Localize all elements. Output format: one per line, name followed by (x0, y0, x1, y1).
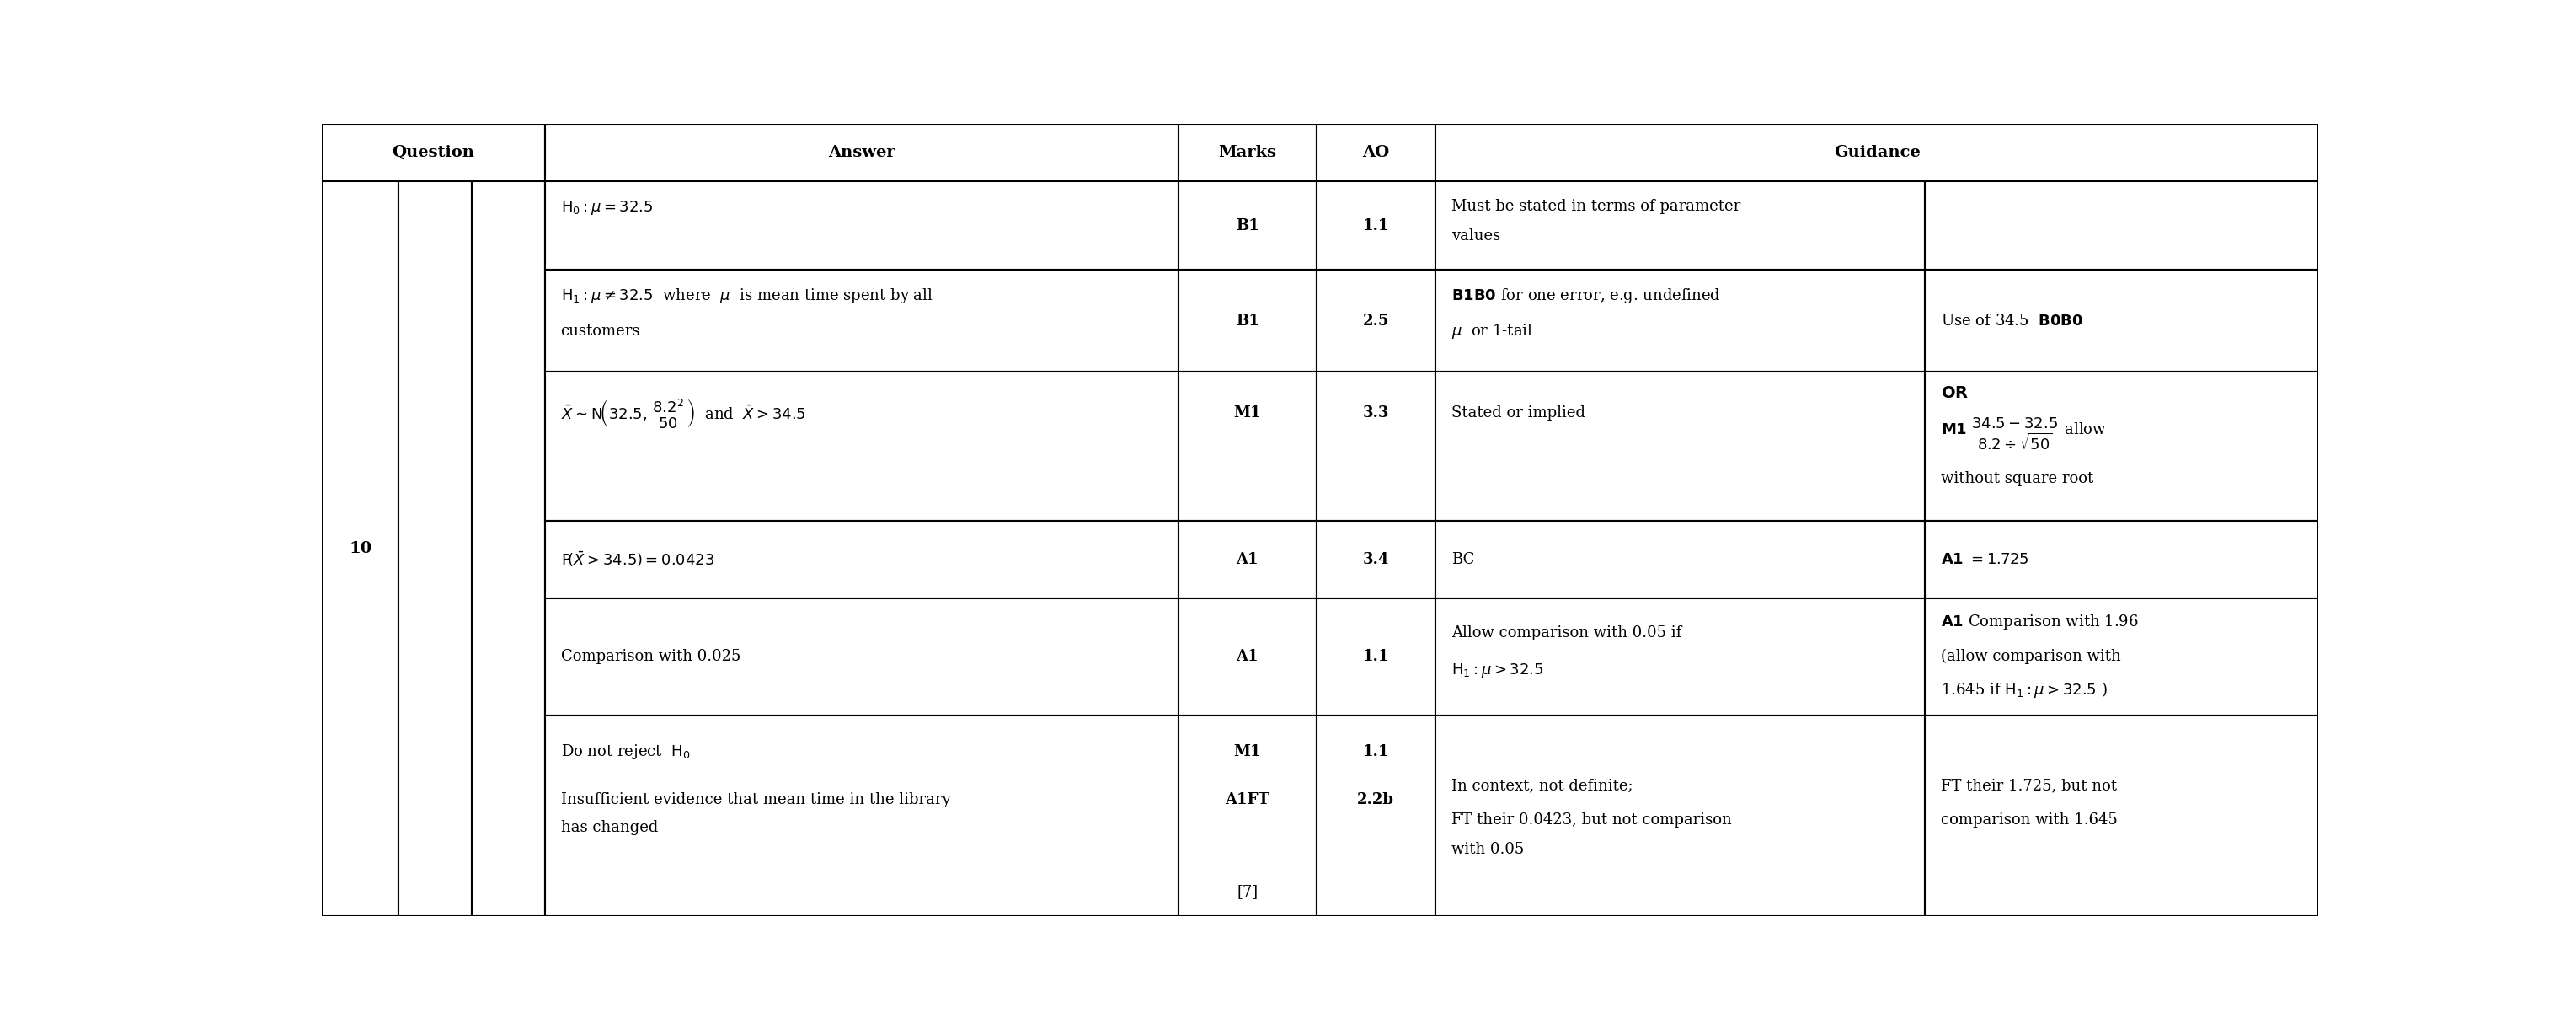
Text: Comparison with 0.025: Comparison with 0.025 (562, 649, 739, 665)
Text: 1.645 if $\mathrm{H}_1 : \mu > 32.5$ ): 1.645 if $\mathrm{H}_1 : \mu > 32.5$ ) (1940, 680, 2107, 700)
Text: with 0.05: with 0.05 (1450, 842, 1525, 857)
Bar (1316, 715, 1435, 916)
Bar (544, 181, 1177, 270)
Bar (544, 270, 1177, 371)
Bar (322, 181, 399, 916)
Bar (322, 123, 544, 181)
Bar (1177, 181, 1316, 270)
Text: Stated or implied: Stated or implied (1450, 405, 1584, 421)
Text: 10: 10 (348, 541, 371, 556)
Text: $\mathrm{H}_0 : \mu = 32.5$: $\mathrm{H}_0 : \mu = 32.5$ (562, 199, 652, 217)
Text: Allow comparison with 0.05 if: Allow comparison with 0.05 if (1450, 626, 1682, 641)
Text: values: values (1450, 228, 1499, 244)
Bar (544, 371, 1177, 521)
Bar (1316, 123, 1435, 181)
Text: $\mathbf{A1}$ Comparison with 1.96: $\mathbf{A1}$ Comparison with 1.96 (1940, 612, 2138, 631)
Text: FT their 1.725, but not: FT their 1.725, but not (1940, 778, 2117, 793)
Bar (1924, 521, 2318, 598)
Text: Marks: Marks (1218, 145, 1275, 159)
Bar (1177, 715, 1316, 916)
Text: $\mathbf{B1B0}$ for one error, e.g. undefined: $\mathbf{B1B0}$ for one error, e.g. unde… (1450, 286, 1721, 305)
Bar (544, 521, 1177, 598)
Text: 1.1: 1.1 (1363, 744, 1388, 759)
Bar (1316, 521, 1435, 598)
Text: AO: AO (1363, 145, 1388, 159)
Bar (1435, 270, 1924, 371)
Text: 1.1: 1.1 (1363, 218, 1388, 234)
Text: Do not reject  $\mathrm{H}_0$: Do not reject $\mathrm{H}_0$ (562, 742, 690, 760)
Text: $\mathrm{H}_1 : \mu \neq 32.5$  where  $\mu$  is mean time spent by all: $\mathrm{H}_1 : \mu \neq 32.5$ where $\m… (562, 286, 933, 305)
Text: $\bar{X} \sim \mathrm{N}\!\left(32.5,\, \dfrac{8.2^2}{50}\right)$  and  $\bar{X}: $\bar{X} \sim \mathrm{N}\!\left(32.5,\, … (562, 397, 806, 430)
Bar (1316, 598, 1435, 715)
Bar (1435, 715, 1924, 916)
Bar (1924, 715, 2318, 916)
Text: 2.2b: 2.2b (1358, 792, 1394, 807)
Bar (1177, 371, 1316, 521)
Text: $\mathrm{P}\!\left(\bar{X} > 34.5\right) = 0.0423$: $\mathrm{P}\!\left(\bar{X} > 34.5\right)… (562, 549, 714, 569)
Bar (1924, 371, 2318, 521)
Text: In context, not definite;: In context, not definite; (1450, 778, 1633, 793)
Bar (399, 181, 471, 916)
Text: BC: BC (1450, 552, 1473, 567)
Bar (1924, 270, 2318, 371)
Bar (1177, 270, 1316, 371)
Bar (1177, 123, 1316, 181)
Text: A1: A1 (1236, 552, 1260, 567)
Text: M1: M1 (1234, 744, 1260, 759)
Text: Use of 34.5  $\mathbf{B0B0}$: Use of 34.5 $\mathbf{B0B0}$ (1940, 313, 2084, 328)
Bar (1924, 598, 2318, 715)
Text: 1.1: 1.1 (1363, 649, 1388, 665)
Text: B1: B1 (1236, 313, 1260, 328)
Text: $\mu$  or 1-tail: $\mu$ or 1-tail (1450, 322, 1533, 341)
Text: M1: M1 (1234, 405, 1260, 421)
Bar (1435, 123, 2318, 181)
Text: without square root: without square root (1940, 471, 2094, 487)
Bar (544, 715, 1177, 916)
Bar (544, 598, 1177, 715)
Text: FT their 0.0423, but not comparison: FT their 0.0423, but not comparison (1450, 812, 1731, 827)
Text: has changed: has changed (562, 820, 657, 836)
Text: 3.3: 3.3 (1363, 405, 1388, 421)
Text: 3.4: 3.4 (1363, 552, 1388, 567)
Text: 2.5: 2.5 (1363, 313, 1388, 328)
Text: $\mathbf{A1}$ $= 1.725$: $\mathbf{A1}$ $= 1.725$ (1940, 552, 2030, 567)
Text: Must be stated in terms of parameter: Must be stated in terms of parameter (1450, 199, 1741, 214)
Text: Question: Question (392, 145, 474, 159)
Bar (1316, 270, 1435, 371)
Bar (1177, 598, 1316, 715)
Text: Guidance: Guidance (1834, 145, 1919, 159)
Bar (1316, 371, 1435, 521)
Text: Answer: Answer (827, 145, 894, 159)
Bar (1316, 181, 1435, 270)
Text: Insufficient evidence that mean time in the library: Insufficient evidence that mean time in … (562, 792, 951, 807)
Text: B1: B1 (1236, 218, 1260, 234)
Bar (1177, 521, 1316, 598)
Bar (1924, 181, 2318, 270)
Bar (1435, 371, 1924, 521)
Bar (1435, 181, 1924, 270)
Text: (allow comparison with: (allow comparison with (1940, 649, 2120, 665)
Text: customers: customers (562, 323, 641, 339)
Text: $\mathbf{OR}$: $\mathbf{OR}$ (1940, 386, 1968, 401)
Bar (471, 181, 544, 916)
Bar (1435, 521, 1924, 598)
Text: A1FT: A1FT (1226, 792, 1270, 807)
Bar (1435, 598, 1924, 715)
Text: $\mathrm{H}_1 : \mu > 32.5$: $\mathrm{H}_1 : \mu > 32.5$ (1450, 662, 1543, 679)
Text: A1: A1 (1236, 649, 1260, 665)
Text: $\mathbf{M1}\ \dfrac{34.5 - 32.5}{8.2 \div \sqrt{50}}$ allow: $\mathbf{M1}\ \dfrac{34.5 - 32.5}{8.2 \d… (1940, 416, 2107, 452)
Bar (544, 123, 1177, 181)
Text: comparison with 1.645: comparison with 1.645 (1940, 812, 2117, 827)
Text: [7]: [7] (1236, 884, 1257, 899)
